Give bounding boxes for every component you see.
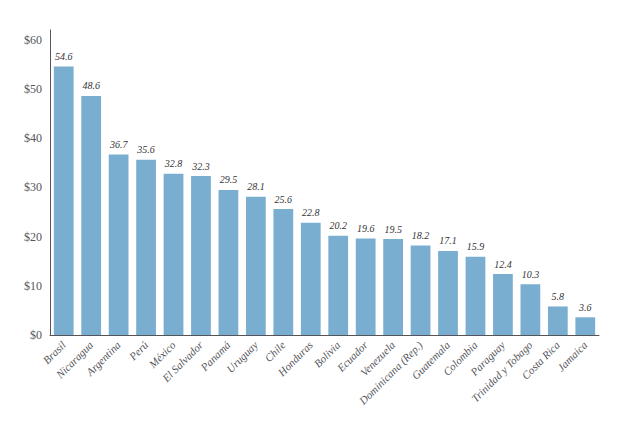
svg-text:54.6: 54.6 (55, 51, 73, 62)
svg-text:$30: $30 (24, 180, 42, 194)
svg-text:28.1: 28.1 (247, 181, 265, 192)
svg-text:Bolivia: Bolivia (311, 338, 343, 370)
svg-text:5.8: 5.8 (552, 291, 565, 302)
svg-text:Panamá: Panamá (198, 338, 233, 374)
svg-text:Nicaragua: Nicaragua (53, 338, 96, 381)
svg-text:19.6: 19.6 (357, 223, 375, 234)
svg-text:20.2: 20.2 (329, 220, 347, 231)
svg-text:$40: $40 (24, 131, 42, 145)
svg-text:32.3: 32.3 (191, 161, 210, 172)
svg-text:17.1: 17.1 (439, 235, 457, 246)
svg-text:Venezuela: Venezuela (357, 338, 398, 379)
svg-text:48.6: 48.6 (82, 80, 100, 91)
svg-text:Brasil: Brasil (40, 338, 68, 367)
svg-text:$10: $10 (24, 279, 42, 293)
svg-text:$0: $0 (30, 328, 42, 342)
svg-text:$20: $20 (24, 230, 42, 244)
svg-text:10.3: 10.3 (522, 269, 540, 280)
svg-text:29.5: 29.5 (220, 174, 238, 185)
svg-text:25.6: 25.6 (275, 194, 293, 205)
svg-text:Costa Rica: Costa Rica (519, 338, 562, 381)
svg-text:Argentina: Argentina (83, 338, 123, 378)
svg-text:Honduras: Honduras (275, 339, 315, 379)
svg-text:$50: $50 (24, 82, 42, 96)
svg-text:Paraguay: Paraguay (468, 338, 508, 378)
svg-text:Dominicana (Rep.): Dominicana (Rep.) (356, 338, 425, 407)
svg-text:36.7: 36.7 (109, 139, 129, 150)
svg-text:El Salvador: El Salvador (159, 338, 206, 385)
svg-text:Uruguay: Uruguay (224, 339, 260, 375)
svg-text:Jamaica: Jamaica (555, 338, 590, 373)
svg-text:32.8: 32.8 (164, 158, 183, 169)
svg-text:Perú: Perú (126, 338, 151, 363)
svg-text:Chile: Chile (262, 338, 288, 365)
svg-text:15.9: 15.9 (467, 241, 485, 252)
svg-text:3.6: 3.6 (578, 302, 592, 313)
svg-text:22.8: 22.8 (302, 207, 320, 218)
svg-text:$60: $60 (24, 33, 42, 47)
svg-text:Guatemala: Guatemala (409, 338, 453, 382)
svg-text:35.6: 35.6 (136, 144, 155, 155)
svg-text:Colombia: Colombia (440, 338, 480, 378)
svg-text:19.5: 19.5 (384, 224, 402, 235)
svg-text:México: México (146, 338, 178, 371)
svg-text:18.2: 18.2 (412, 230, 430, 241)
svg-text:Ecuador: Ecuador (334, 338, 370, 374)
svg-text:12.4: 12.4 (494, 259, 512, 270)
svg-text:Trinidad y Tobago: Trinidad y Tobago (469, 338, 535, 405)
